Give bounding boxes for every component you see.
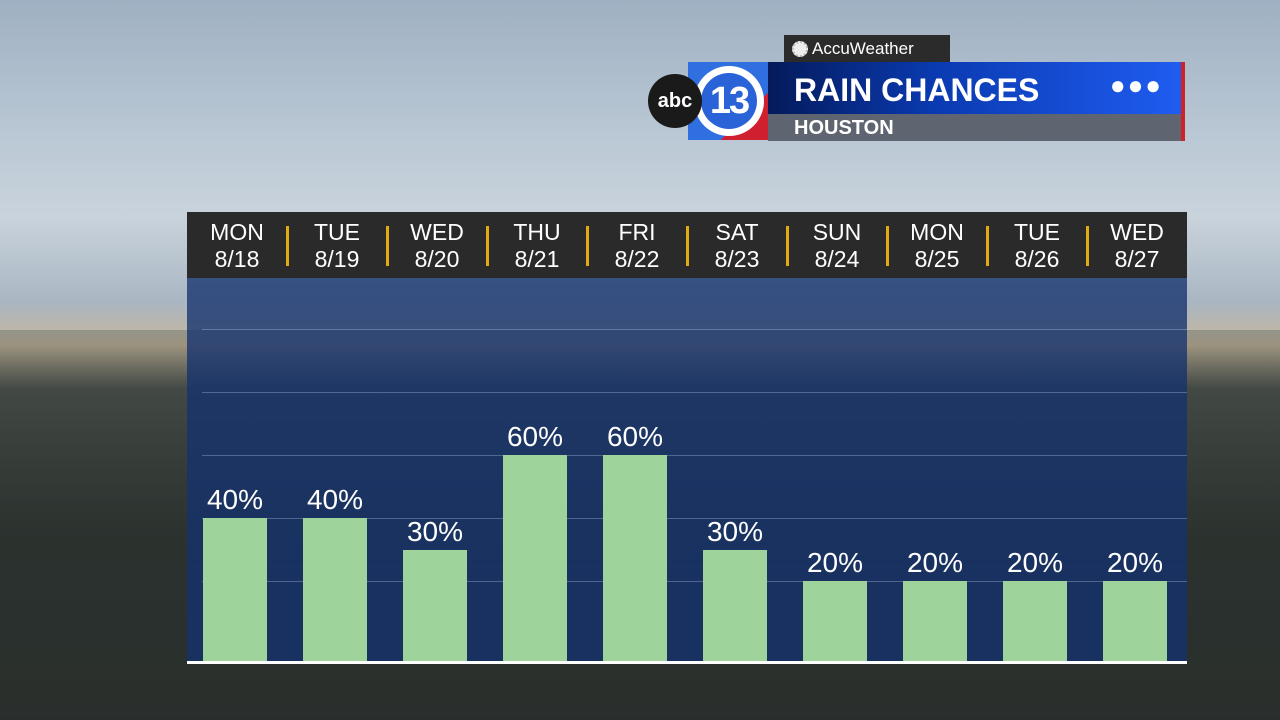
- bar-value-label: 20%: [806, 547, 864, 578]
- bar-value-label: 20%: [1006, 547, 1064, 578]
- bar: [203, 518, 267, 661]
- date-label: 8/18: [214, 246, 260, 272]
- day-label: TUE: [314, 219, 360, 245]
- bar: [1103, 581, 1167, 661]
- day-label: FRI: [618, 219, 656, 245]
- sun-icon: [792, 40, 808, 57]
- baseline: [187, 661, 1187, 664]
- day-label: WED: [1110, 219, 1164, 245]
- bar: [303, 518, 367, 661]
- subtitle-bar: HOUSTON: [768, 114, 1185, 141]
- day-label: TUE: [1014, 219, 1060, 245]
- plot-area: 40% 40% 30% 60% 60% 30% 20% 20% 20% 20%: [187, 278, 1187, 661]
- date-label: 8/20: [414, 246, 460, 272]
- day-label: MON: [210, 219, 264, 245]
- date-label: 8/22: [614, 246, 660, 272]
- day-label: SAT: [715, 219, 759, 245]
- bar: [1003, 581, 1067, 661]
- title-bar: RAIN CHANCES ●●●: [768, 62, 1185, 114]
- bar-value-label: 30%: [706, 515, 764, 547]
- abc-logo: abc: [648, 74, 702, 128]
- day-label: MON: [910, 219, 964, 245]
- bar: [703, 549, 767, 661]
- date-label: 8/26: [1014, 246, 1060, 272]
- location-label: HOUSTON: [794, 117, 894, 139]
- brand-text: AccuWeather: [812, 38, 914, 58]
- gridline: [202, 455, 1187, 456]
- bar: [803, 581, 867, 661]
- column-separator: [786, 226, 789, 266]
- station-number: 13: [701, 73, 757, 129]
- day-column: SAT 8/23: [687, 212, 789, 278]
- bar-value-label: 30%: [406, 515, 464, 547]
- column-separator: [486, 226, 489, 266]
- day-column: THU 8/21: [487, 212, 589, 278]
- column-separator: [586, 226, 589, 266]
- date-label: 8/25: [914, 246, 960, 272]
- bar: [403, 549, 467, 661]
- bar-value-label: 40%: [206, 484, 264, 515]
- day-column: FRI 8/22: [587, 212, 689, 278]
- column-separator: [886, 226, 889, 266]
- bar: [903, 581, 967, 661]
- gridline: [202, 392, 1187, 393]
- day-column: WED 8/20: [387, 212, 489, 278]
- rain-chart: MON 8/18 TUE 8/19 WED 8/20 THU 8/21 FRI 8/22 SAT 8/…: [187, 212, 1187, 664]
- date-label: 8/21: [514, 246, 560, 272]
- column-separator: [286, 226, 289, 266]
- bar: [603, 455, 667, 661]
- date-label: 8/24: [814, 246, 860, 272]
- day-label: SUN: [812, 219, 862, 245]
- gridline: [202, 581, 1187, 582]
- day-column: MON 8/18: [187, 212, 289, 278]
- day-column: MON 8/25: [887, 212, 989, 278]
- day-column: TUE 8/19: [287, 212, 389, 278]
- bar-value-label: 60%: [506, 421, 564, 452]
- bar: [503, 455, 567, 661]
- bar-value-label: 40%: [306, 484, 364, 515]
- date-label: 8/27: [1114, 246, 1160, 272]
- column-separator: [986, 226, 989, 266]
- column-separator: [686, 226, 689, 266]
- bar-value-label: 20%: [1106, 547, 1164, 578]
- accuweather-badge: AccuWeather: [784, 35, 950, 62]
- date-label: 8/19: [314, 246, 360, 272]
- column-separator: [386, 226, 389, 266]
- page-title: RAIN CHANCES: [794, 72, 1040, 108]
- station-logo: 13: [688, 62, 768, 140]
- gridline: [202, 329, 1187, 330]
- day-column: WED 8/27: [1087, 212, 1187, 278]
- gridline: [202, 518, 1187, 519]
- day-column: SUN 8/24: [787, 212, 889, 278]
- date-label: 8/23: [714, 246, 760, 272]
- column-separator: [1086, 226, 1089, 266]
- ellipsis-icon: ●●●: [1109, 70, 1163, 100]
- bar-value-label: 20%: [906, 547, 964, 578]
- day-label: WED: [410, 219, 464, 245]
- day-label: THU: [513, 219, 561, 245]
- day-column: TUE 8/26: [987, 212, 1089, 278]
- day-header: MON 8/18 TUE 8/19 WED 8/20 THU 8/21 FRI 8/22 SAT 8/…: [187, 212, 1187, 278]
- bar-value-label: 60%: [606, 421, 664, 452]
